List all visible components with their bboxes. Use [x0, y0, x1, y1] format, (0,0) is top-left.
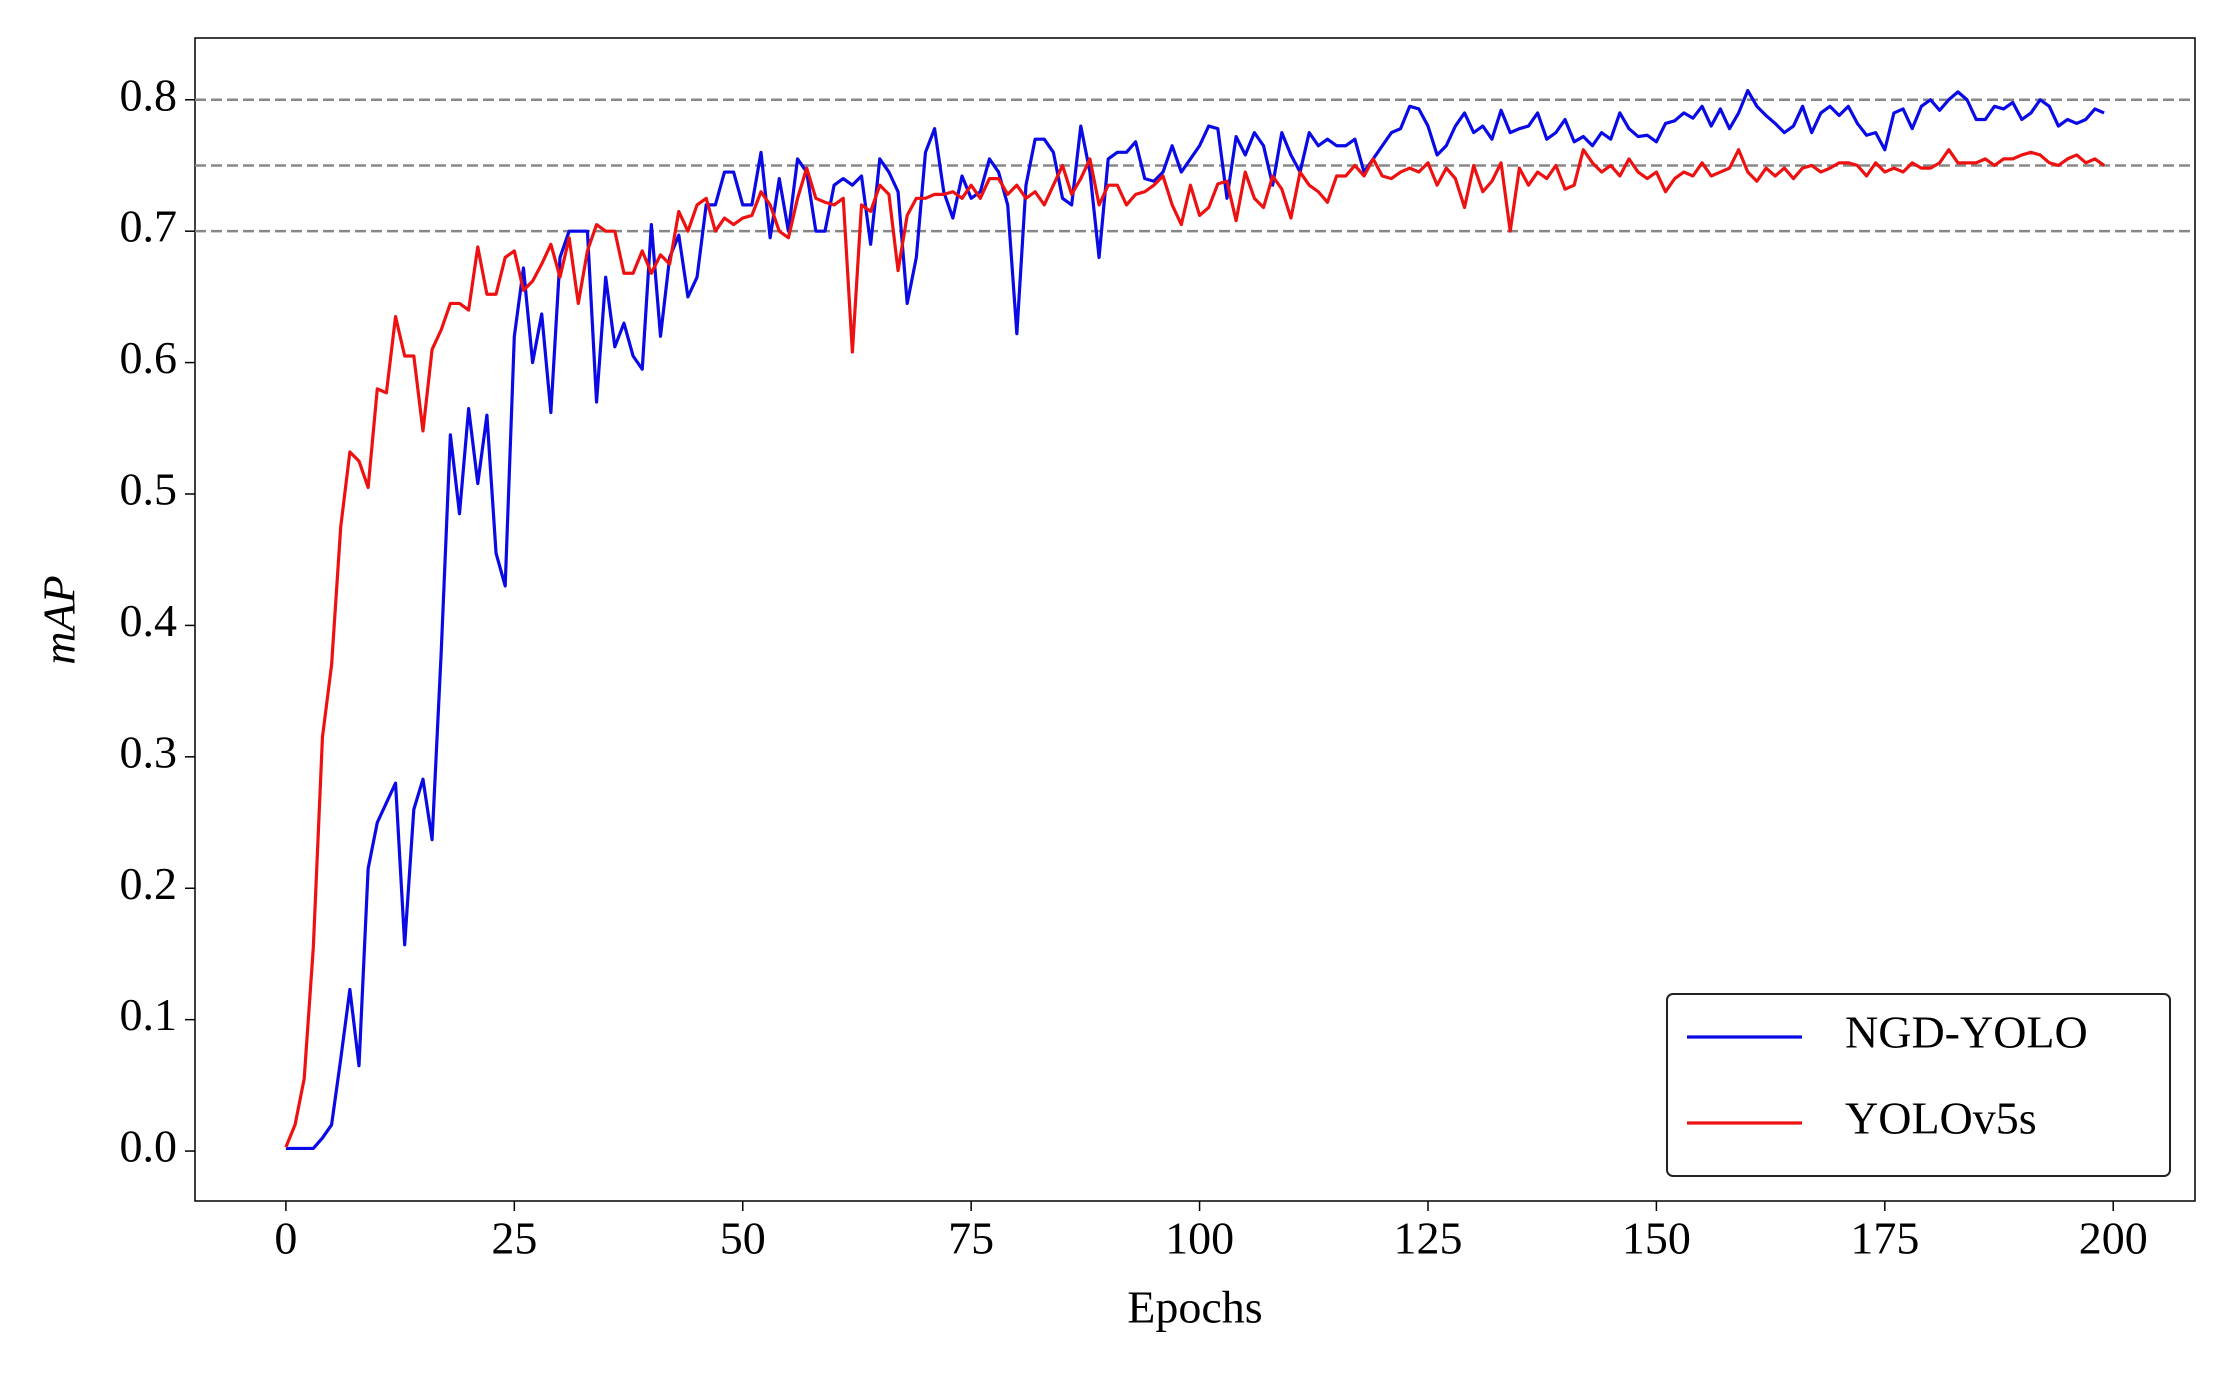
y-tick-label: 0.7 [120, 201, 178, 252]
line-series [285, 88, 2105, 1151]
y-tick-label: 0.4 [120, 595, 178, 646]
y-tick-label: 0.0 [120, 1121, 178, 1172]
x-tick-label: 125 [1393, 1213, 1462, 1264]
y-tick-label: 0.3 [120, 726, 178, 777]
y-tick-label: 0.2 [120, 858, 178, 909]
y-axis-label: mAP [34, 575, 85, 664]
legend-label: NGD-YOLO [1845, 1007, 2088, 1058]
y-tick-label: 0.8 [120, 69, 178, 120]
legend-label: YOLOv5s [1845, 1093, 2037, 1144]
x-tick-label: 200 [2079, 1213, 2148, 1264]
plot-frame [194, 37, 2196, 1202]
x-tick-label: 25 [491, 1213, 537, 1264]
y-tick-label: 0.5 [120, 464, 178, 515]
x-tick-label: 75 [948, 1213, 994, 1264]
x-tick-label: 150 [1622, 1213, 1691, 1264]
y-tick-label: 0.1 [120, 989, 178, 1040]
legend-box [1666, 993, 2171, 1177]
x-tick-label: 50 [720, 1213, 766, 1264]
y-tick-label: 0.6 [120, 332, 178, 383]
x-tick-label: 0 [274, 1213, 297, 1264]
x-tick-label: 100 [1165, 1213, 1234, 1264]
x-axis-label: Epochs [1127, 1282, 1262, 1333]
line-series [284, 148, 2106, 1148]
x-tick-label: 175 [1850, 1213, 1919, 1264]
